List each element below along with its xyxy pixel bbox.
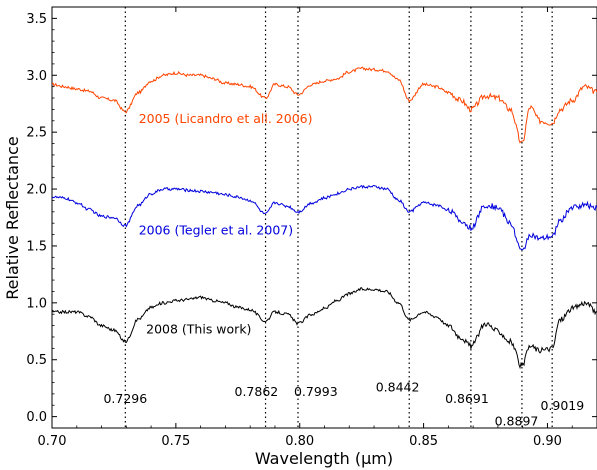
reference-line-label-3: 0.8442 [376, 380, 420, 395]
reference-lines [124, 7, 553, 428]
y-tick-label-2: 1.0 [26, 296, 47, 311]
plot-frame [51, 6, 597, 429]
y-axis-ticks: 0.0 0.5 1.0 1.5 2.0 2.5 3.0 3.5 [26, 12, 597, 429]
series-line-1 [51, 184, 597, 251]
y-tick-label-5: 2.5 [26, 126, 47, 141]
y-tick-label-0: 0.0 [26, 410, 47, 425]
y-tick-label-3: 1.5 [26, 239, 47, 254]
reference-line-labels: 0.7296 0.7862 0.7993 0.8442 0.8691 0.88970.90… [103, 380, 584, 429]
series-label-2: 2008 (This work) [146, 322, 251, 337]
series-labels: 2005 (Licandro et all. 2006) 2006 (Tegler… [139, 111, 313, 337]
y-tick-label-7: 3.5 [26, 12, 47, 27]
y-tick-label-4: 2.0 [26, 183, 47, 198]
series-lines [51, 66, 597, 370]
x-tick-label-1: 0.75 [161, 434, 190, 449]
reference-line-label-2: 0.7993 [294, 384, 338, 399]
reference-line-label-5: 0.8897 [495, 414, 539, 429]
series-line-0 [51, 66, 597, 144]
x-tick-label-2: 0.80 [285, 434, 314, 449]
x-axis-ticks: 0.70 0.75 0.80 0.85 0.90 [38, 7, 573, 449]
y-tick-label-6: 3.0 [26, 69, 47, 84]
x-tick-label-3: 0.85 [409, 434, 438, 449]
reference-line-label-6: 0.9019 [540, 398, 584, 413]
reference-line-label-1: 0.7862 [235, 384, 279, 399]
reference-line-label-4: 0.8691 [445, 391, 489, 406]
series-label-1: 2006 (Tegler et al. 2007) [139, 223, 293, 238]
x-tick-label-0: 0.70 [38, 434, 67, 449]
series-line-2 [51, 287, 597, 370]
y-axis-title: Relative Reflectance [3, 136, 22, 299]
reference-line-label-0: 0.7296 [103, 391, 147, 406]
x-axis-title: Wavelength (μm) [255, 449, 393, 468]
series-label-0: 2005 (Licandro et all. 2006) [139, 111, 313, 126]
y-tick-label-1: 0.5 [26, 353, 47, 368]
x-tick-label-4: 0.90 [533, 434, 562, 449]
